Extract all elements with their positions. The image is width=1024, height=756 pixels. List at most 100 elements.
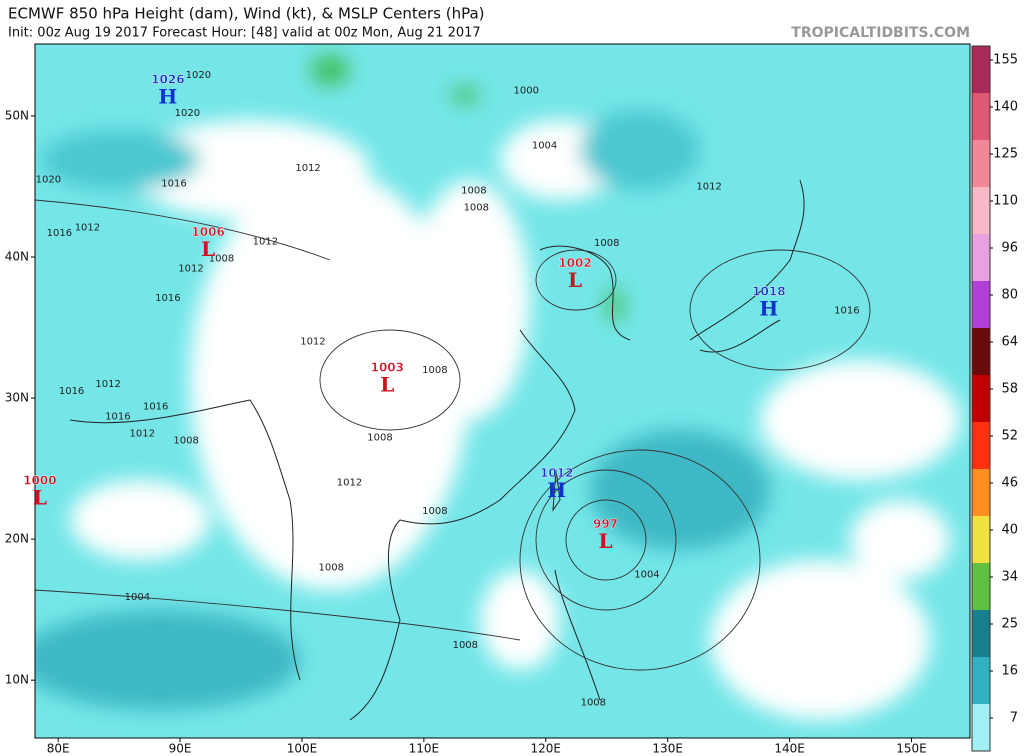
contour-label: 1012 bbox=[337, 478, 362, 489]
center-symbol: H bbox=[759, 296, 778, 320]
contour-label: 1020 bbox=[186, 70, 211, 81]
colorbar-label: 140 bbox=[993, 100, 1018, 115]
center-value: 1026 bbox=[151, 73, 184, 87]
x-tick-label: 110E bbox=[409, 742, 440, 756]
colorbar-label: 96 bbox=[1001, 241, 1018, 256]
colorbar-label: 16 bbox=[1001, 664, 1018, 679]
contour-label: 1008 bbox=[173, 435, 198, 446]
colorbar-band bbox=[972, 657, 990, 704]
x-tick-label: 100E bbox=[287, 742, 318, 756]
y-tick-label: 50N bbox=[5, 108, 29, 122]
colorbar-label: 64 bbox=[1001, 335, 1018, 350]
colorbar-band bbox=[972, 375, 990, 422]
contour-label: 1016 bbox=[143, 402, 168, 413]
colorbar-label: 125 bbox=[993, 147, 1018, 162]
overlay: 80E 90E 100E 110E 120E 130E 140E 150E 50N 40N 30N 2… bbox=[5, 45, 1018, 756]
x-tick-label: 140E bbox=[774, 742, 805, 756]
center-value: 1003 bbox=[371, 360, 404, 374]
contour-label: 1020 bbox=[175, 108, 200, 119]
colorbar-band bbox=[972, 704, 990, 751]
contour-label: 1012 bbox=[300, 337, 325, 348]
contour-label: 1012 bbox=[295, 163, 320, 174]
colorbar-label: 80 bbox=[1001, 288, 1018, 303]
center-symbol: H bbox=[547, 478, 566, 502]
colorbar-band bbox=[972, 281, 990, 328]
contour-label: 1008 bbox=[464, 203, 489, 214]
colorbar-band bbox=[972, 234, 990, 281]
colorbar-label: 34 bbox=[1001, 570, 1018, 585]
y-tick-label: 20N bbox=[5, 532, 29, 546]
contour-label: 1012 bbox=[696, 181, 721, 192]
center-value: 997 bbox=[593, 517, 618, 531]
contour-label: 1012 bbox=[130, 428, 155, 439]
contour-label: 1016 bbox=[834, 306, 859, 317]
colorbar-label: 40 bbox=[1001, 523, 1018, 538]
colorbar-label: 7 bbox=[1010, 711, 1018, 726]
contour-label: 1012 bbox=[95, 379, 120, 390]
contour-label: 1012 bbox=[253, 236, 278, 247]
contour-label: 1012 bbox=[75, 222, 100, 233]
colorbar-band bbox=[972, 422, 990, 469]
colorbar-label: 52 bbox=[1001, 429, 1018, 444]
colorbar-label: 110 bbox=[993, 194, 1018, 209]
map-background bbox=[35, 44, 970, 738]
y-tick-label: 10N bbox=[5, 673, 29, 687]
colorbar-label: 58 bbox=[1001, 382, 1018, 397]
contour-label: 1008 bbox=[422, 506, 447, 517]
colorbar-band bbox=[972, 187, 990, 234]
center-value: 1006 bbox=[191, 225, 224, 239]
contour-label: 1000 bbox=[514, 86, 539, 97]
center-value: 1012 bbox=[540, 466, 573, 480]
subtitle: Init: 00z Aug 19 2017 Forecast Hour: [48… bbox=[8, 26, 481, 41]
contour-label: 1016 bbox=[47, 228, 72, 239]
center-symbol: H bbox=[158, 85, 177, 109]
title: ECMWF 850 hPa Height (dam), Wind (kt), &… bbox=[8, 5, 485, 23]
colorbar-band bbox=[972, 46, 990, 93]
contour-label: 1016 bbox=[105, 411, 130, 422]
contour-label: 1016 bbox=[161, 179, 186, 190]
colorbar-band bbox=[972, 328, 990, 375]
x-tick-label: 90E bbox=[169, 742, 192, 756]
contour-label: 1020 bbox=[36, 174, 61, 185]
colorbar-band bbox=[972, 469, 990, 516]
y-tick-label: 30N bbox=[5, 391, 29, 405]
colorbar-label: 25 bbox=[1001, 617, 1018, 632]
contour-label: 1008 bbox=[209, 253, 234, 264]
center-symbol: L bbox=[568, 268, 582, 292]
contour-label: 1008 bbox=[318, 562, 343, 573]
map-frame bbox=[34, 43, 971, 739]
contour-label: 1008 bbox=[422, 365, 447, 376]
contour-label: 1008 bbox=[581, 698, 606, 709]
contour-label: 1008 bbox=[453, 640, 478, 651]
x-tick-label: 130E bbox=[652, 742, 683, 756]
colorbar-label: 46 bbox=[1001, 476, 1018, 491]
center-symbol: L bbox=[201, 237, 215, 261]
contour-label: 1004 bbox=[125, 592, 150, 603]
contour-label: 1008 bbox=[461, 186, 486, 197]
center-value: 1018 bbox=[752, 284, 785, 298]
center-symbol: L bbox=[598, 529, 612, 553]
brand: TROPICALTIDBITS.COM bbox=[791, 25, 970, 41]
center-value: 1000 bbox=[23, 473, 56, 487]
x-tick-label: 80E bbox=[47, 742, 70, 756]
contour-label: 1016 bbox=[59, 386, 84, 397]
colorbar-band bbox=[972, 516, 990, 563]
colorbar-band bbox=[972, 93, 990, 140]
colorbar-band bbox=[972, 140, 990, 187]
contour-label: 1004 bbox=[532, 141, 557, 152]
y-tick-label: 40N bbox=[5, 249, 29, 263]
colorbar-band bbox=[972, 610, 990, 657]
center-value: 1002 bbox=[558, 256, 591, 270]
contour-label: 1008 bbox=[367, 433, 392, 444]
x-tick-label: 120E bbox=[531, 742, 562, 756]
contour-label: 1008 bbox=[594, 238, 619, 249]
contour-label: 1016 bbox=[155, 293, 180, 304]
x-tick-label: 150E bbox=[896, 742, 927, 756]
colorbar-frame bbox=[971, 45, 991, 752]
contour-label: 1012 bbox=[178, 263, 203, 274]
colorbar-label: 155 bbox=[993, 53, 1018, 68]
contour-label: 1004 bbox=[634, 569, 659, 580]
center-symbol: L bbox=[33, 485, 47, 509]
